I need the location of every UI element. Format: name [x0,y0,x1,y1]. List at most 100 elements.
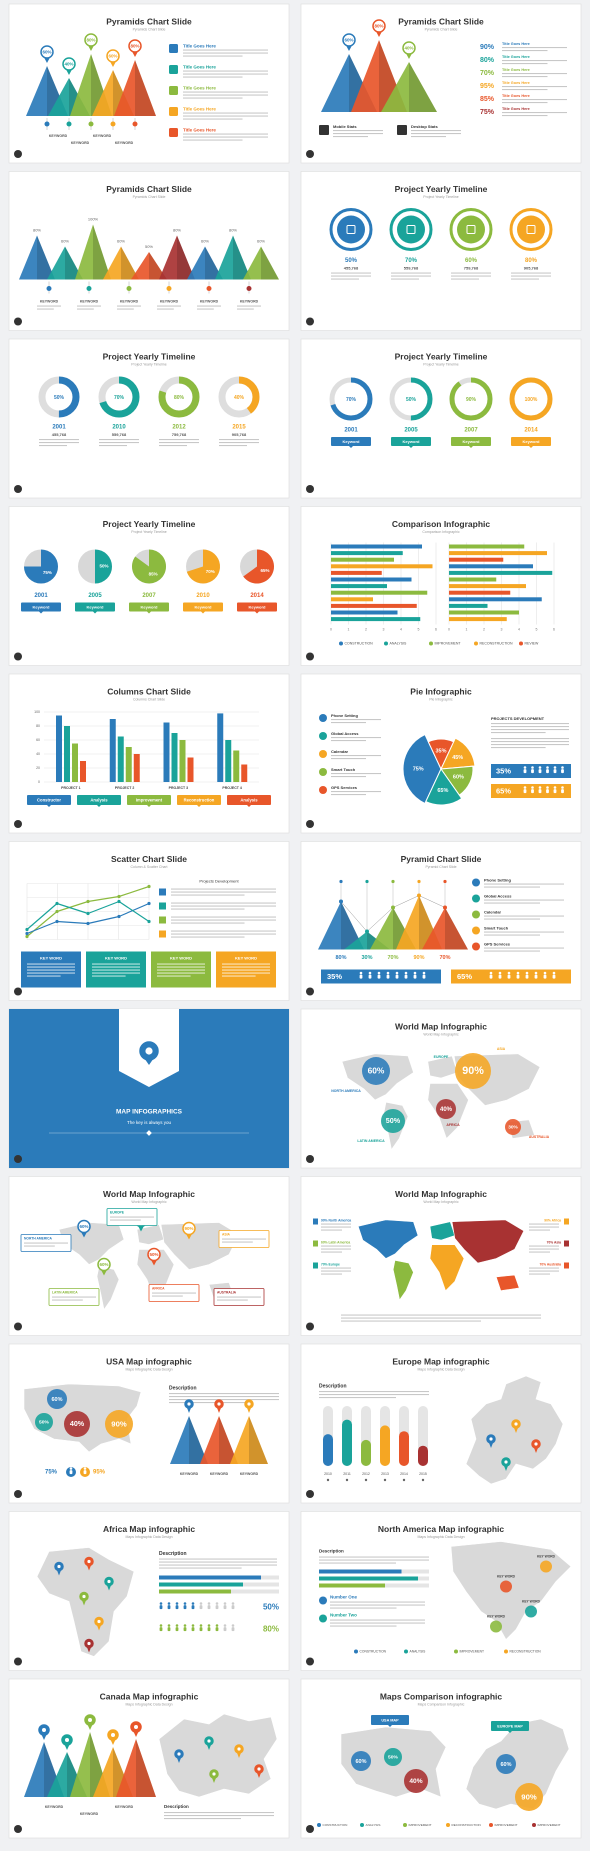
text-placeholder [411,136,446,138]
text-placeholder [502,112,567,114]
stat: 75% [45,1470,58,1476]
text-placeholder [321,1273,342,1275]
stat: 65% [457,972,472,981]
text-placeholder [331,275,371,277]
text-placeholder [237,308,254,310]
slide-title: Pyramids Chart Slide [398,16,484,26]
item-title: Number Two [330,1613,357,1618]
button [129,602,169,612]
text-placeholder [183,70,268,72]
icon [169,44,178,53]
person-icon [167,1602,171,1605]
bar [331,577,412,582]
text-placeholder [484,902,540,904]
text-placeholder [529,1229,550,1231]
person-icon [159,1605,163,1610]
person-icon [523,769,527,774]
text-placeholder [99,442,139,444]
circle-fill [517,215,545,244]
text-placeholder [37,305,61,307]
text-placeholder [491,747,546,749]
map-shape [465,1375,564,1485]
column [56,715,62,782]
text-placeholder [484,899,564,901]
column [109,719,116,782]
pie-slice [425,768,463,806]
pyramid [422,907,468,950]
text-placeholder [159,439,199,441]
column [225,740,232,782]
slide-badge [306,150,314,158]
pyramid-shade [445,907,468,950]
slide-title: Project Yearly Timeline [103,351,196,361]
button [237,602,277,612]
number: 905,768 [232,432,247,437]
legend-dot [354,1649,358,1654]
keyword: KEYWORD [120,299,139,303]
percent: 90% [466,397,477,403]
slide-subtitle: Project Yearly Timeline [423,362,458,366]
region-label: AUSTRALIA [529,1135,550,1139]
person-icon [191,1627,195,1632]
slide-subtitle: Maps Infographic Data Design [417,1535,464,1539]
text-placeholder [159,1567,242,1569]
axis-label: 2 [483,627,485,631]
text-placeholder [157,975,191,977]
dot [339,899,343,904]
button-tip [201,611,205,614]
person-icon [167,1627,171,1632]
bubble [362,1057,390,1085]
dot [326,1478,330,1482]
button-label: USA MAP [381,1718,399,1722]
bubble-label: 50% [388,1755,398,1761]
person-icon [546,769,549,774]
curve-dot [86,911,90,916]
region-label: AUSTRALIA [217,1290,237,1294]
curve-dot [86,899,90,904]
keyword: KEYWORD [45,1805,64,1809]
percent: 65% [261,568,270,573]
slide-title: World Map Infographic [395,1021,487,1031]
button-tip [255,611,259,614]
bubble [351,1751,371,1771]
percent: 70% [387,955,398,961]
text-placeholder [99,445,127,447]
pin-label: 60% [344,38,353,43]
icon [472,942,480,951]
slide-subtitle: Pyramids Chart Slide [133,195,166,199]
slide-title: Pyramids Chart Slide [106,184,192,194]
category-label: PROJECT 3 [169,786,189,790]
keyword: KEYWORD [93,134,112,138]
pin-hole [87,1641,91,1646]
person-icon [523,766,527,769]
pin-hole [177,1752,181,1756]
text-placeholder [319,1391,429,1393]
text-placeholder [491,738,569,740]
legend-label: ANALYSIS [410,1650,427,1654]
pyramid [75,224,111,280]
text-placeholder [330,1601,425,1603]
slice-label: 35% [435,748,446,754]
pin-hole [237,1747,241,1751]
text-placeholder [491,726,569,728]
dot [364,1478,368,1482]
axis-label: 3 [383,627,385,631]
pin-label: 40% [404,46,413,51]
percent: 80% [525,258,538,264]
dot [383,1478,387,1482]
bubble-label: 60% [51,1397,62,1403]
year: 2013 [381,1472,389,1476]
legend-label: REVIEW [525,642,540,646]
button [183,602,223,612]
item-title: Smart Touch [331,767,356,772]
text-placeholder [27,963,75,965]
bar [449,570,553,575]
text-placeholder [491,744,569,746]
text-placeholder [183,97,243,99]
bubble-label: 90% [462,1065,484,1077]
stat-box [451,969,571,984]
button-tip [508,1731,512,1733]
pie-slice [243,549,274,584]
